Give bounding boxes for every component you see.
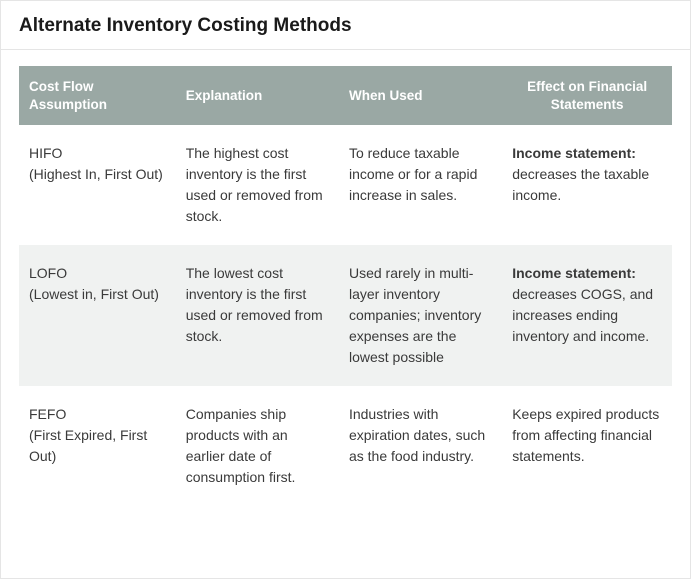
cell-explanation: The lowest cost inventory is the first u… <box>176 245 339 386</box>
costing-methods-table: Cost Flow Assumption Explanation When Us… <box>19 66 672 506</box>
cell-name: FEFO (First Expired, First Out) <box>19 386 176 506</box>
effect-lead: Income statement: <box>512 145 636 161</box>
table-header-row: Cost Flow Assumption Explanation When Us… <box>19 66 672 125</box>
cell-name: LOFO (Lowest in, First Out) <box>19 245 176 386</box>
cell-name: HIFO (Highest In, First Out) <box>19 125 176 245</box>
cell-when: Used rarely in multi-layer inventory com… <box>339 245 502 386</box>
table-row: HIFO (Highest In, First Out) The highest… <box>19 125 672 245</box>
cell-when: Industries with expiration dates, such a… <box>339 386 502 506</box>
table-row: LOFO (Lowest in, First Out) The lowest c… <box>19 245 672 386</box>
effect-rest: Keeps expired products from affecting fi… <box>512 406 659 464</box>
cell-explanation: The highest cost inventory is the first … <box>176 125 339 245</box>
cell-effect: Income statement: decreases COGS, and in… <box>502 245 672 386</box>
cell-effect: Keeps expired products from affecting fi… <box>502 386 672 506</box>
table-wrapper: Cost Flow Assumption Explanation When Us… <box>1 50 690 506</box>
table-row: FEFO (First Expired, First Out) Companie… <box>19 386 672 506</box>
effect-rest: decreases the taxable income. <box>512 166 649 203</box>
cell-effect: Income statement: decreases the taxable … <box>502 125 672 245</box>
effect-rest: decreases COGS, and increases ending inv… <box>512 286 653 344</box>
method-full: (Lowest in, First Out) <box>29 284 166 305</box>
col-header-explanation: Explanation <box>176 66 339 125</box>
method-full: (Highest In, First Out) <box>29 164 166 185</box>
cell-when: To reduce taxable income or for a rapid … <box>339 125 502 245</box>
method-abbr: FEFO <box>29 404 166 425</box>
effect-lead: Income statement: <box>512 265 636 281</box>
method-full: (First Expired, First Out) <box>29 425 166 467</box>
table-body: HIFO (Highest In, First Out) The highest… <box>19 125 672 506</box>
page-container: Alternate Inventory Costing Methods Cost… <box>0 0 691 579</box>
cell-explanation: Companies ship products with an earlier … <box>176 386 339 506</box>
col-header-effect: Effect on Financial Statements <box>502 66 672 125</box>
col-header-cost-flow: Cost Flow Assumption <box>19 66 176 125</box>
col-header-when-used: When Used <box>339 66 502 125</box>
method-abbr: LOFO <box>29 263 166 284</box>
method-abbr: HIFO <box>29 143 166 164</box>
page-title: Alternate Inventory Costing Methods <box>1 1 690 50</box>
